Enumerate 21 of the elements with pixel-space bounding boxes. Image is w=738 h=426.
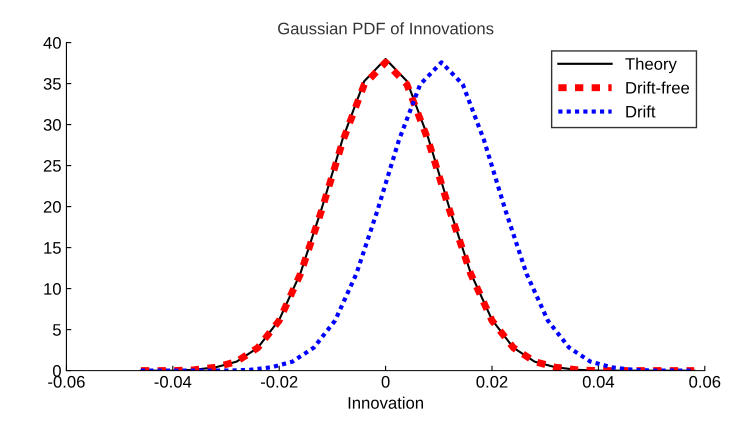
- chart-title: Gaussian PDF of Innovations: [278, 22, 494, 34]
- x-tick-label: -0.02: [260, 376, 298, 388]
- x-axis-title: Innovation: [348, 396, 423, 409]
- y-tick-label: 10: [44, 283, 61, 295]
- legend-label: Theory: [625, 58, 677, 74]
- x-tick-label: 0: [382, 376, 390, 388]
- y-tick-label: 40: [43, 37, 61, 49]
- x-tick-label: -0.06: [48, 376, 85, 388]
- y-tick-label: 25: [44, 160, 61, 172]
- x-tick-label: 0.04: [582, 376, 614, 388]
- y-tick-label: 35: [44, 78, 61, 90]
- x-tick-label: 0.02: [476, 376, 508, 388]
- x-tick-label: -0.04: [154, 376, 192, 388]
- y-tick-label: 15: [44, 242, 61, 254]
- y-tick-label: 30: [44, 119, 61, 131]
- x-tick-label: 0.06: [689, 376, 720, 388]
- y-tick-label: 5: [52, 324, 61, 336]
- y-tick-label: 0: [52, 365, 61, 377]
- legend-label: Drift-free: [626, 81, 690, 94]
- y-tick-label: 20: [44, 201, 61, 213]
- legend-label: Drift: [626, 105, 656, 118]
